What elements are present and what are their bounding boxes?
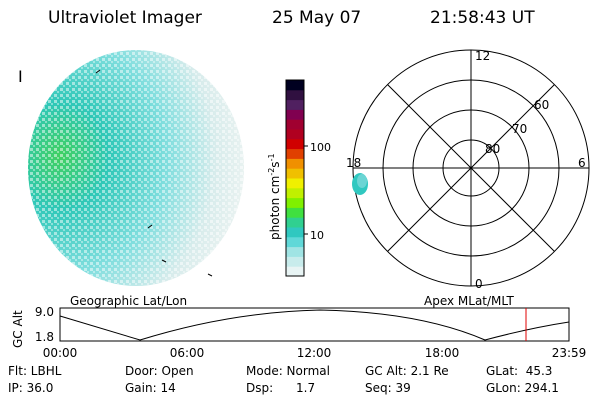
date-label: 25 May 07 — [272, 8, 362, 28]
info-dsp: Dsp: 1.7 — [246, 381, 316, 395]
colorbar-tick-100: 100 — [310, 141, 331, 154]
left-panel-mark: I — [18, 67, 23, 86]
polar-ring-70: 70 — [512, 122, 527, 136]
colorbar: 100 10 photon cm-2s-1 — [267, 79, 331, 277]
info-flt: Flt: LBHL — [8, 364, 62, 378]
polar-label-18: 18 — [346, 156, 361, 170]
polar-plot: 12 0 18 6 80 70 60 — [346, 49, 590, 291]
time-label: 21:58:43 UT — [430, 8, 535, 28]
instrument-title: Ultraviolet Imager — [48, 8, 202, 28]
colorbar-label: photon cm-2s-1 — [267, 153, 282, 240]
alt-xtick-1200: 12:00 — [297, 346, 332, 360]
altitude-plot: 9.0 1.8 GC Alt 00:00 06:00 12:00 18:00 2… — [11, 305, 587, 360]
info-door: Door: Open — [125, 364, 194, 378]
info-seq: Seq: 39 — [365, 381, 411, 395]
info-mode: Mode: Normal — [246, 364, 330, 378]
info-glon: GLon: 294.1 — [486, 381, 559, 395]
polar-ring-60: 60 — [534, 98, 549, 112]
colorbar-tick-10: 10 — [310, 229, 324, 242]
polar-label-12: 12 — [475, 49, 490, 63]
alt-xtick-0000: 00:00 — [43, 346, 78, 360]
alt-xtick-1800: 18:00 — [425, 346, 460, 360]
alt-ylabel: GC Alt — [11, 310, 25, 348]
alt-ytick-1-8: 1.8 — [35, 330, 54, 344]
geographic-label: Geographic Lat/Lon — [70, 294, 188, 308]
alt-xtick-0600: 06:00 — [170, 346, 205, 360]
info-glat: GLat: 45.3 — [486, 364, 553, 378]
polar-ring-80: 80 — [485, 142, 500, 156]
colorbar-gradient — [286, 80, 304, 277]
alt-xtick-2359: 23:59 — [552, 346, 587, 360]
polar-label-0: 0 — [475, 277, 483, 291]
info-gain: Gain: 14 — [125, 381, 176, 395]
geographic-image: I — [18, 50, 244, 286]
alt-ytick-9: 9.0 — [35, 305, 54, 319]
info-gc-alt: GC Alt: 2.1 Re — [365, 364, 449, 378]
apex-label: Apex MLat/MLT — [424, 294, 514, 308]
info-ip: IP: 36.0 — [8, 381, 54, 395]
polar-label-6: 6 — [578, 156, 586, 170]
